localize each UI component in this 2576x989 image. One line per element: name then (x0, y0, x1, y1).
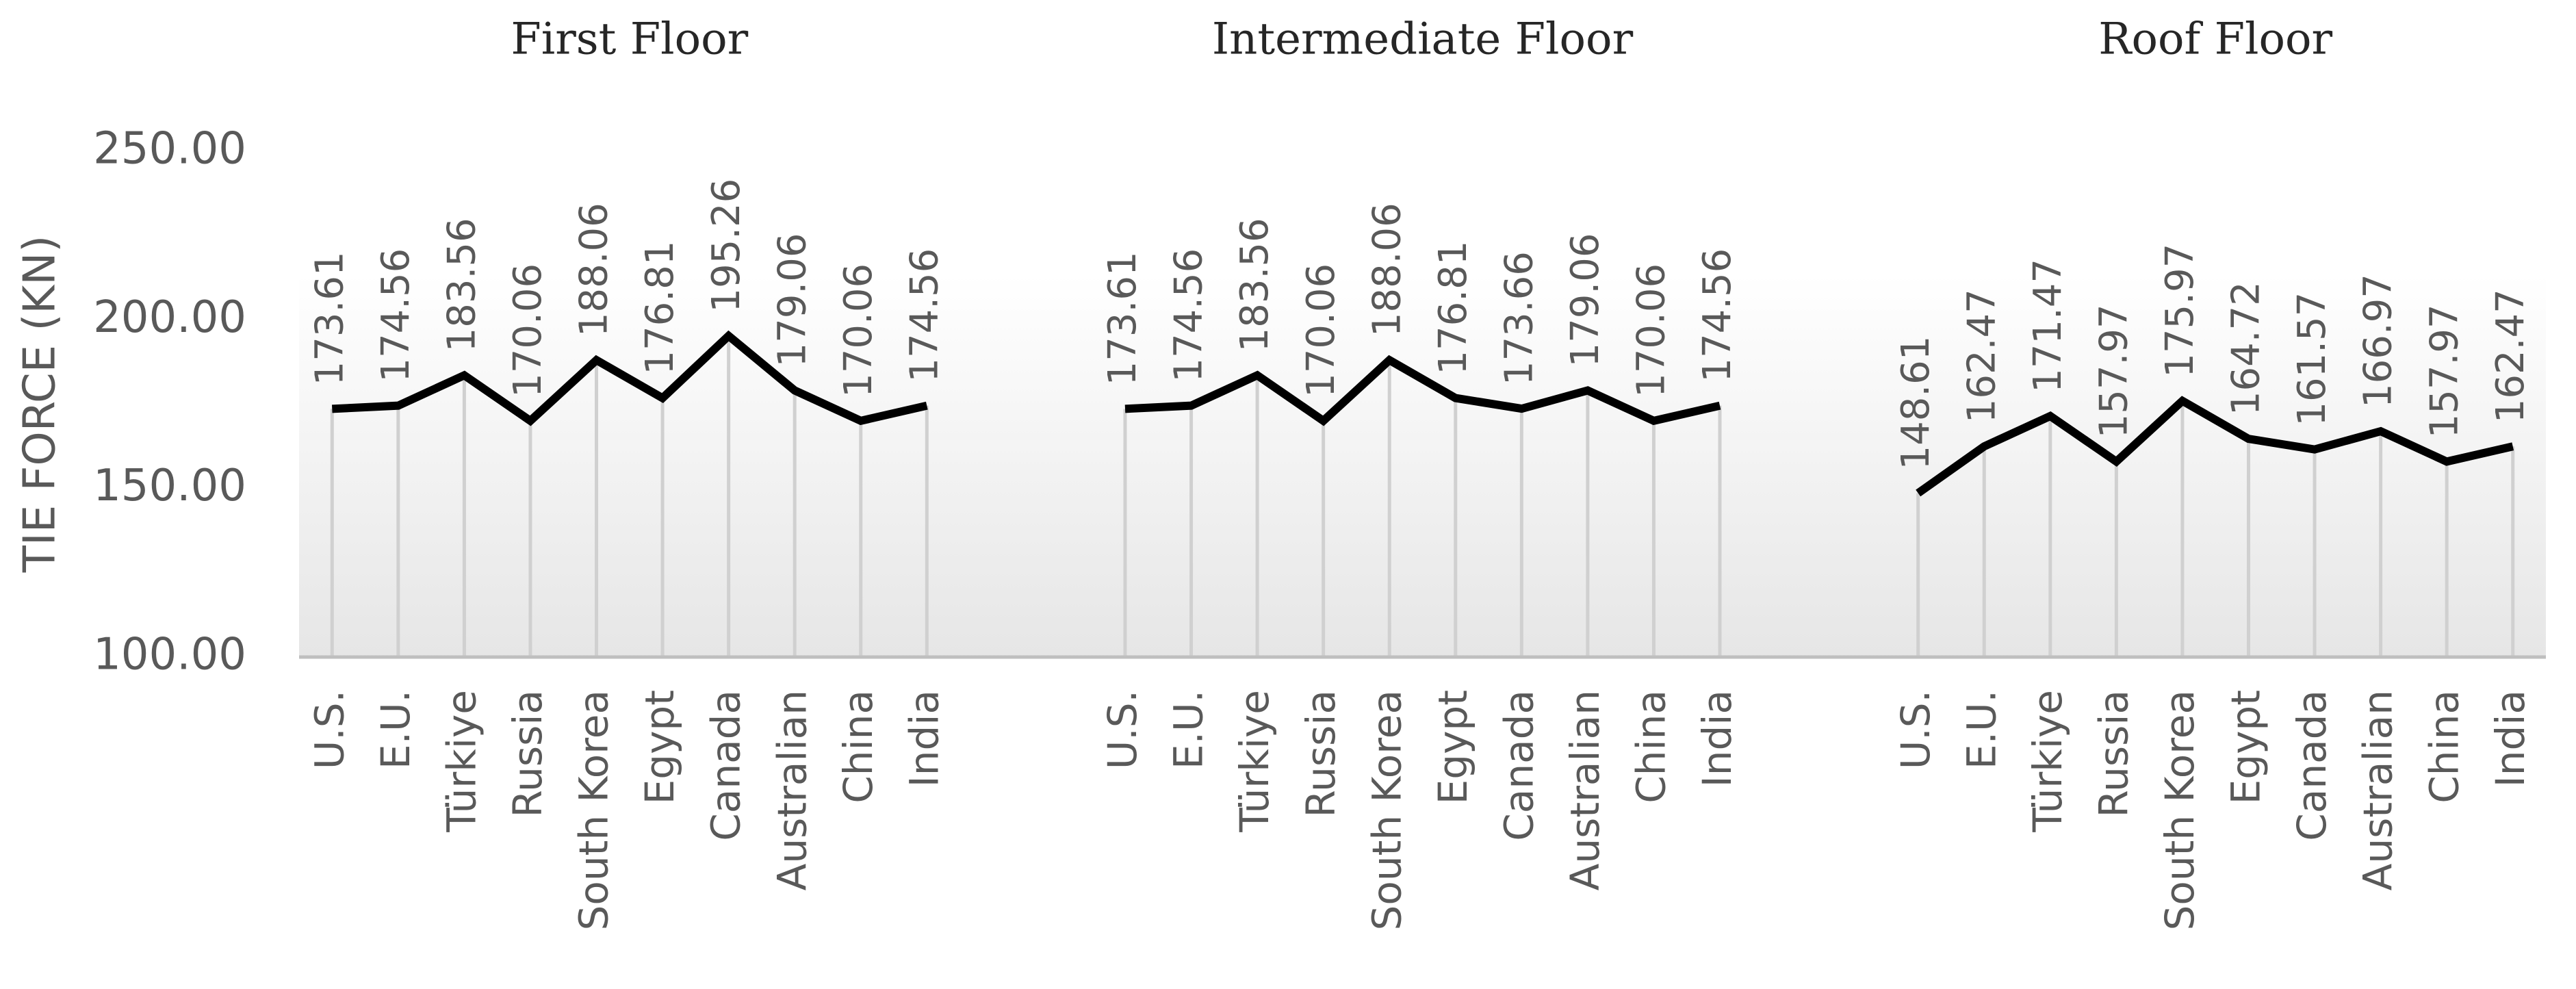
data-label: 176.81 (638, 241, 682, 375)
x-tick-label: Canada (2289, 690, 2335, 841)
series-line (1916, 396, 2514, 497)
x-tick-label: Canada (703, 690, 749, 841)
x-tick-label: Australian (1562, 690, 1608, 890)
x-tick-label: E.U. (1958, 690, 2005, 769)
data-label: 170.06 (506, 264, 550, 398)
x-tick-label: E.U. (1165, 690, 1212, 769)
data-label: 162.47 (1959, 289, 2004, 423)
x-tick-label: China (1628, 690, 1675, 804)
y-tick-label: 250.00 (93, 124, 246, 175)
data-label: 148.61 (1894, 336, 1938, 470)
data-label: 170.06 (1630, 264, 1674, 398)
data-label: 179.06 (770, 233, 814, 368)
x-tick-label: China (2421, 690, 2467, 804)
x-tick-label: South Korea (571, 690, 617, 930)
y-tick-label: 100.00 (93, 630, 246, 680)
x-tick-label: Egypt (1430, 690, 1476, 804)
data-label: 174.56 (1695, 248, 1740, 383)
data-label: 183.56 (440, 218, 485, 352)
x-tick-label: Canada (1495, 690, 1542, 841)
x-tick-label: Türkiye (439, 690, 485, 833)
x-tick-label: Russia (2090, 690, 2137, 818)
panel-title: Intermediate Floor (1212, 14, 1634, 65)
data-label: 170.06 (1299, 264, 1343, 398)
panel-title: First Floor (511, 14, 748, 65)
x-tick-label: India (901, 690, 947, 787)
data-label: 179.06 (1563, 233, 1608, 368)
x-tick-label: Russia (1298, 690, 1344, 818)
x-tick-label: Australian (769, 690, 815, 890)
data-label: 157.97 (2092, 304, 2137, 438)
data-label: 171.47 (2026, 259, 2070, 393)
data-label: 174.56 (902, 248, 946, 383)
data-label: 188.06 (572, 203, 617, 337)
y-tick-label: 200.00 (93, 292, 246, 343)
x-tick-label: U.S. (1892, 690, 1939, 769)
series-line (331, 330, 928, 426)
x-tick-label: Egypt (636, 690, 683, 804)
data-label: 174.56 (1167, 248, 1211, 383)
x-tick-label: U.S. (1099, 690, 1146, 769)
data-label: 174.56 (374, 248, 418, 383)
data-label: 188.06 (1365, 203, 1409, 337)
x-tick-label: E.U. (372, 690, 419, 769)
data-label: 173.61 (1100, 251, 1145, 385)
data-label: 162.47 (2488, 289, 2533, 423)
x-tick-label: Türkiye (1231, 690, 1278, 833)
x-tick-label: India (2487, 690, 2534, 787)
x-tick-label: Egypt (2223, 690, 2269, 804)
data-label: 175.97 (2158, 244, 2202, 378)
x-tick-label: Australian (2355, 690, 2401, 890)
data-label: 173.61 (307, 251, 352, 385)
data-label: 173.66 (1497, 251, 1541, 385)
data-label: 195.26 (704, 179, 749, 313)
x-tick-label: South Korea (1363, 690, 1410, 930)
y-axis-label: TIE FORCE (KN) (15, 235, 66, 573)
data-label: 161.57 (2290, 292, 2334, 426)
panel-title: Roof Floor (2098, 14, 2332, 65)
plot-background (299, 274, 2546, 657)
x-tick-label: Türkiye (2024, 690, 2071, 833)
data-label: 170.06 (836, 264, 881, 398)
y-tick-label: 150.00 (93, 461, 246, 511)
data-label: 183.56 (1233, 218, 1277, 352)
x-tick-label: South Korea (2156, 690, 2203, 930)
x-tick-label: Russia (504, 690, 551, 818)
data-label: 176.81 (1431, 241, 1476, 375)
data-label: 157.97 (2422, 304, 2466, 438)
series-line (1124, 355, 1721, 426)
x-tick-label: U.S. (306, 690, 352, 769)
x-tick-label: China (835, 690, 881, 804)
x-tick-label: India (1694, 690, 1740, 787)
data-label: 166.97 (2356, 274, 2401, 408)
data-label: 164.72 (2224, 281, 2269, 415)
